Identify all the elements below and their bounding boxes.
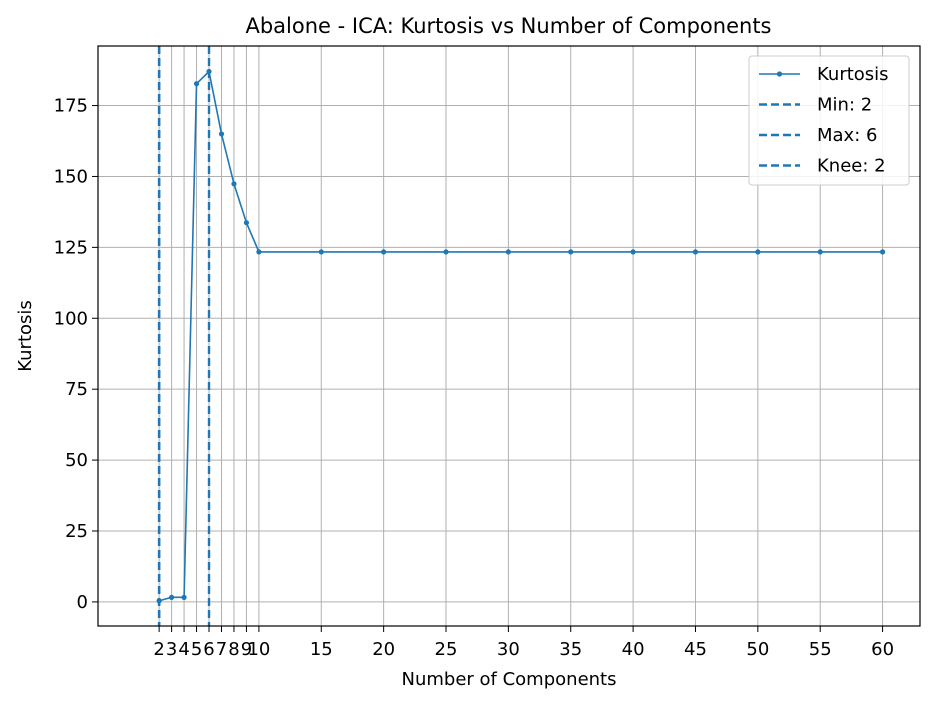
data-point: [168, 594, 175, 600]
legend-label: Knee: 2: [817, 156, 886, 177]
data-point: [505, 249, 511, 255]
reference-lines: [157, 46, 211, 626]
x-tick-label: 60: [871, 639, 894, 660]
x-tick-label: 25: [435, 639, 458, 660]
y-tick-label: 75: [65, 379, 88, 400]
data-point: [206, 68, 212, 75]
x-tick-label: 50: [746, 639, 769, 660]
x-tick-label: 10: [247, 639, 270, 660]
data-point: [568, 249, 574, 255]
x-tick-label: 5: [191, 639, 202, 660]
x-tick-label: 9: [241, 639, 252, 660]
y-tick-label: 150: [54, 166, 88, 187]
x-tick-label: 7: [216, 639, 227, 660]
x-tick-label: 8: [228, 639, 239, 660]
data-point: [218, 131, 225, 137]
x-tick-label: 2: [153, 639, 164, 660]
data-point: [443, 249, 449, 255]
data-point: [231, 181, 237, 187]
data-point: [243, 220, 250, 226]
legend-label: Min: 2: [817, 95, 872, 116]
x-tick-label: 6: [203, 639, 214, 660]
legend: Kurtosis Min: 2 Max: 6 Knee: 2: [748, 55, 910, 186]
y-tick-label: 175: [54, 96, 88, 117]
data-point: [181, 594, 187, 600]
x-tick-label: 15: [310, 639, 333, 660]
x-tick-label: 55: [809, 639, 832, 660]
y-tick-label: 25: [65, 521, 88, 542]
data-point: [692, 249, 699, 255]
y-tick-label: 0: [77, 592, 88, 613]
y-tick-label: 125: [54, 237, 88, 258]
legend-swatch-marker: [776, 71, 783, 77]
series: [156, 68, 886, 604]
legend-frame: [748, 55, 910, 186]
x-tick-label: 40: [622, 639, 645, 660]
data-point: [630, 249, 636, 255]
chart-title: Abalone - ICA: Kurtosis vs Number of Com…: [245, 14, 771, 38]
data-point: [318, 249, 324, 255]
x-tick-label: 45: [684, 639, 707, 660]
y-tick-label: 50: [65, 450, 88, 471]
plot-frame: [97, 45, 921, 627]
x-tick-label: 35: [559, 639, 582, 660]
data-point: [879, 249, 886, 255]
x-tick-label: 30: [497, 639, 520, 660]
x-tick-label: 3: [166, 639, 177, 660]
data-point: [193, 81, 200, 87]
y-axis-ticks: 0 25 50 75 100 125 150 175: [54, 96, 98, 613]
data-point: [156, 598, 162, 604]
data-point: [755, 249, 761, 255]
legend-label: Max: 6: [817, 125, 877, 146]
grid: [98, 46, 920, 626]
legend-label: Kurtosis: [817, 64, 889, 85]
y-tick-label: 100: [54, 308, 88, 329]
data-point: [256, 249, 262, 255]
y-axis-label: Kurtosis: [15, 300, 36, 372]
x-tick-label: 4: [178, 639, 189, 660]
x-axis-ticks: 2 3 4 5 6 7 8 910 15 20 25 30 35 40 45 50 55 60: [153, 626, 894, 660]
x-tick-label: 20: [372, 639, 395, 660]
data-point: [817, 249, 823, 255]
x-axis-label: Number of Components: [402, 669, 617, 690]
data-point: [381, 249, 387, 255]
